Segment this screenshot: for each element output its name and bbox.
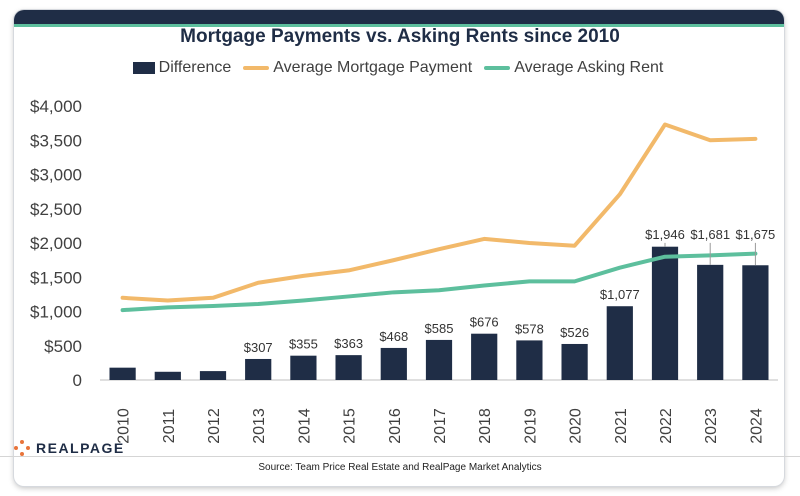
brand-name: REALPAGE: [36, 440, 125, 456]
bar-data-label: $1,946: [645, 227, 685, 242]
x-tick-label: 2011: [161, 409, 178, 444]
y-tick-label: $3,500: [30, 131, 82, 150]
x-tick-label: 2018: [477, 408, 494, 444]
bar-data-label: $468: [379, 329, 408, 344]
realpage-logo: REALPAGE: [14, 440, 125, 456]
x-tick-label: 2014: [296, 408, 313, 444]
bar-data-label: $676: [470, 315, 499, 330]
bar-data-label: $1,675: [736, 227, 776, 242]
x-tick-label: 2013: [251, 408, 268, 444]
bar-difference: [742, 265, 769, 380]
x-tick-label: 2023: [703, 408, 720, 444]
legend-swatch-difference: [132, 62, 155, 74]
legend-swatch-rent: [484, 66, 511, 70]
bar-difference: [471, 333, 498, 380]
x-tick-label: 2020: [568, 408, 585, 444]
bar-data-label: $307: [244, 340, 273, 355]
x-tick-label: 2016: [387, 408, 404, 444]
y-tick-label: $2,000: [30, 234, 82, 253]
x-tick-label: 2010: [116, 408, 133, 444]
bar-difference: [199, 371, 227, 380]
bar-difference: [380, 347, 407, 380]
bar-difference: [425, 339, 453, 380]
source-note: Source: Team Price Real Estate and RealP…: [258, 462, 542, 473]
legend-swatch-mortgage: [243, 66, 270, 70]
legend-item-mortgage: Average Mortgage Payment: [243, 59, 472, 77]
chart-legend: Difference Average Mortgage Payment Aver…: [0, 59, 800, 77]
x-tick-label: 2022: [658, 408, 675, 444]
y-tick-label: $4,000: [30, 97, 82, 116]
bar-difference: [606, 306, 633, 380]
legend-item-rent: Average Asking Rent: [484, 59, 663, 77]
realpage-dots-icon: [14, 440, 30, 456]
bar-data-label: $363: [334, 336, 363, 351]
line-average-asking-rent: [120, 251, 758, 313]
bar-difference: [561, 343, 588, 380]
y-tick-label: $1,500: [30, 268, 82, 287]
legend-label-rent: Average Asking Rent: [514, 59, 664, 76]
header-bar: [14, 10, 784, 24]
bar-difference: [154, 371, 181, 380]
bar-difference: [697, 264, 724, 380]
footer-divider: [0, 456, 800, 457]
y-tick-label: $500: [44, 337, 82, 356]
x-tick-label: 2015: [342, 408, 359, 444]
bar-data-label: $585: [425, 321, 454, 336]
bar-difference: [245, 358, 272, 380]
bar-difference: [290, 355, 317, 380]
bar-difference: [651, 246, 679, 380]
legend-item-difference: Difference: [132, 59, 232, 77]
y-tick-label: $3,000: [30, 166, 82, 185]
x-tick-label: 2021: [613, 408, 630, 444]
chart-title: Mortgage Payments vs. Asking Rents since…: [180, 26, 620, 47]
y-tick-label: $1,000: [30, 303, 82, 322]
y-tick-label: 0: [73, 371, 82, 390]
y-tick-label: $2,500: [30, 200, 82, 219]
legend-label-difference: Difference: [158, 59, 232, 76]
x-tick-label: 2024: [748, 408, 765, 444]
x-tick-label: 2019: [522, 408, 539, 444]
bar-difference: [335, 355, 362, 380]
bar-data-label: $1,077: [600, 287, 640, 302]
header-accent-line: [14, 24, 784, 27]
bar-data-label: $578: [515, 321, 544, 336]
x-tick-label: 2012: [206, 408, 223, 444]
x-tick-label: 2017: [432, 408, 449, 444]
line-average-mortgage-payment: [120, 122, 758, 303]
bar-data-label: $1,681: [690, 227, 730, 242]
bar-data-label: $526: [560, 325, 589, 340]
bar-data-label: $355: [289, 337, 318, 352]
legend-label-mortgage: Average Mortgage Payment: [273, 59, 473, 76]
bar-difference: [109, 367, 136, 380]
bar-difference: [516, 340, 543, 380]
